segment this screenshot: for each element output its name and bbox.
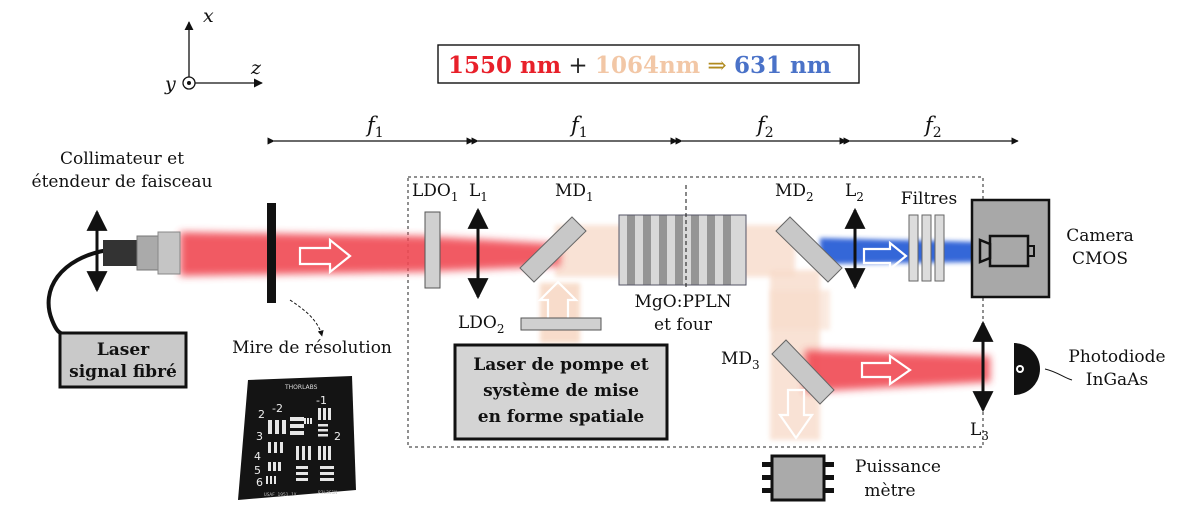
target-two-right: 2: [334, 430, 341, 443]
pump-laser-box: Laser de pompe et système de mise en for…: [453, 343, 669, 441]
md2-mirror: [775, 216, 843, 283]
svg-text:système de mise: système de mise: [483, 381, 639, 401]
target-minus1: -1: [316, 394, 327, 407]
svg-text:Laser: Laser: [97, 340, 150, 360]
signal-beam: [180, 232, 560, 276]
crystal-label-line1: MgO:PPLN: [635, 292, 732, 312]
photodiode-label-line1: Photodiode: [1068, 347, 1165, 367]
power-label-line2: mètre: [864, 481, 915, 501]
l1-label: L1: [469, 181, 488, 204]
target-five: 5: [254, 464, 261, 477]
ldo1-plate: [424, 211, 441, 289]
wavelength-equation: 1550 nm + 1064nm ⇒ 631 nm: [437, 44, 860, 84]
fiber-laser-source: [46, 209, 181, 340]
usaf-target-image: THORLABS -2 -1 2 3 4 5 6 2 USAF 1951 1X …: [238, 376, 356, 500]
target-three: 3: [256, 430, 263, 443]
md3-label: MD3: [721, 349, 760, 372]
svg-text:signal fibré: signal fibré: [69, 362, 177, 382]
camera-label-line1: Camera: [1066, 226, 1134, 246]
focal-label-4: f2: [923, 113, 942, 141]
md1-mirror: [519, 216, 587, 283]
residual-signal-beam: [805, 350, 990, 392]
photodiode-label-line2: InGaAs: [1086, 370, 1148, 390]
svg-text:en forme spatiale: en forme spatiale: [478, 407, 645, 427]
target-four: 4: [254, 450, 261, 463]
target-two: 2: [258, 408, 265, 421]
eq-signal: 1550 nm: [448, 52, 561, 79]
eq-plus: +: [568, 53, 595, 79]
eq-pump: 1064nm: [595, 52, 700, 79]
photodiode: [1014, 343, 1073, 395]
axis-z-label: z: [250, 57, 262, 79]
focal-label-2: f1: [569, 113, 588, 141]
filters: [908, 214, 945, 282]
power-label-line1: Puissance: [855, 457, 941, 477]
md3-mirror: [771, 339, 835, 405]
target-minus2: -2: [272, 402, 283, 415]
ppln-crystal: [618, 185, 747, 290]
svg-text:1550 nm + 1064nm: 1550 nm + 1064nm ⇒ 631 nm: [448, 52, 831, 79]
collimator-label-line1: Collimateur et: [60, 149, 184, 169]
axis-y-label: y: [164, 73, 176, 95]
target-footer-right: R3L3S1N: [318, 490, 337, 496]
pump-beam-vertical: [540, 283, 580, 343]
target-footer-left: USAF 1951 1X: [264, 492, 297, 498]
setup-enclosure: [407, 176, 984, 448]
focal-label-1: f1: [365, 113, 384, 141]
collimator-label-line2: étendeur de faisceau: [32, 172, 213, 192]
cmos-camera: [970, 198, 1051, 299]
md2-label: MD2: [775, 181, 814, 204]
ldo2-label: LDO2: [458, 313, 505, 336]
ldo1-label: LDO1: [412, 181, 459, 204]
md1-label: MD1: [555, 181, 594, 204]
mire-label: Mire de résolution: [232, 338, 392, 358]
target-six: 6: [256, 476, 263, 489]
svg-text:Laser de pompe et: Laser de pompe et: [473, 355, 649, 375]
crystal-label-line2: et four: [654, 315, 713, 335]
target-brand: THORLABS: [284, 384, 318, 391]
l2-label: L2: [845, 181, 864, 204]
resolution-target-holder: [267, 203, 276, 303]
focal-distances: f1 f1 f2 f2: [267, 113, 1019, 145]
filtres-label: Filtres: [901, 189, 957, 209]
power-meter: [762, 454, 834, 502]
camera-label-line2: CMOS: [1072, 249, 1128, 269]
ldo2-plate: [520, 317, 602, 331]
laser-signal-box: Laser signal fibré: [58, 331, 188, 389]
eq-output: 631 nm: [734, 52, 831, 79]
l3-label: L3: [970, 420, 989, 443]
axes-indicator: x z y: [164, 5, 263, 95]
eq-arrow: ⇒: [707, 53, 726, 79]
axis-x-label: x: [203, 5, 214, 27]
focal-label-3: f2: [755, 113, 774, 141]
collimator-body: [103, 240, 139, 266]
